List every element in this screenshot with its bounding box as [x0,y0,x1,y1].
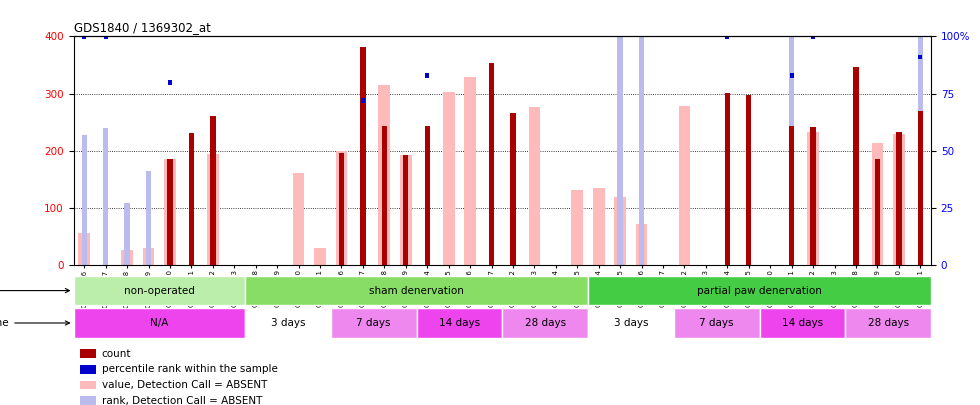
Bar [893,134,905,265]
Text: N/A: N/A [150,318,169,328]
Bar [74,309,245,338]
Bar [502,309,588,338]
Bar [207,154,219,265]
Bar [845,309,931,338]
Bar [617,14,623,265]
Text: non-operated: non-operated [123,286,195,296]
Bar [511,113,515,265]
Bar [81,135,87,265]
Text: percentile rank within the sample: percentile rank within the sample [102,364,277,374]
Text: 7 days: 7 days [700,318,734,328]
Bar [810,128,815,265]
Bar [875,160,880,265]
Text: 14 days: 14 days [439,318,480,328]
Bar [747,30,751,34]
Bar [917,111,923,265]
Bar [811,34,815,39]
Bar [917,36,923,265]
Text: 3 days: 3 days [613,318,648,328]
Bar [78,232,90,265]
Bar [146,171,151,265]
Bar [425,73,429,78]
Bar [760,309,845,338]
Bar [636,224,648,265]
Text: sham denervation: sham denervation [369,286,464,296]
Bar [403,156,409,265]
Bar [588,276,931,305]
Text: protocol: protocol [0,286,70,296]
Bar [361,47,366,265]
Bar [593,188,605,265]
Text: rank, Detection Call = ABSENT: rank, Detection Call = ABSENT [102,396,263,405]
Text: 14 days: 14 days [782,318,823,328]
Bar [443,92,455,265]
Bar [245,276,588,305]
Bar [103,128,109,265]
Bar [528,107,540,265]
Bar [80,365,96,373]
Text: GDS1840 / 1369302_at: GDS1840 / 1369302_at [74,21,211,34]
Bar [104,34,108,39]
Bar [918,55,922,60]
Bar [168,160,172,265]
Bar [80,396,96,405]
Bar [80,381,96,389]
Bar [80,349,96,358]
Bar [245,309,331,338]
Bar [164,160,175,265]
Bar [808,132,819,265]
Bar [871,143,883,265]
Bar [189,27,193,32]
Text: value, Detection Call = ABSENT: value, Detection Call = ABSENT [102,380,268,390]
Bar [588,309,673,338]
Bar [416,309,502,338]
Bar [122,250,133,265]
Text: 28 days: 28 days [867,318,908,328]
Bar [896,132,902,265]
Bar [124,203,129,265]
Bar [571,190,583,265]
Text: count: count [102,349,131,358]
Bar [210,116,216,265]
Bar [674,309,760,338]
Bar [465,77,476,265]
Bar [725,34,729,39]
Bar [143,247,155,265]
Bar [315,247,326,265]
Bar [381,126,387,265]
Bar [789,18,795,265]
Text: time: time [0,318,70,328]
Bar [639,14,644,265]
Bar [854,25,858,30]
Bar [339,153,344,265]
Bar [168,80,172,85]
Text: partial paw denervation: partial paw denervation [697,286,822,296]
Bar [339,4,343,9]
Bar [378,85,390,265]
Bar [293,173,305,265]
Text: 28 days: 28 days [524,318,565,328]
Bar [330,309,416,338]
Bar [335,151,347,265]
Bar [82,34,86,39]
Bar [746,95,752,265]
Text: 3 days: 3 days [270,318,305,328]
Bar [678,106,690,265]
Bar [489,63,494,265]
Bar [400,155,412,265]
Bar [361,98,365,103]
Text: 7 days: 7 days [357,318,391,328]
Bar [854,67,858,265]
Bar [614,197,626,265]
Bar [724,92,730,265]
Bar [74,276,245,305]
Bar [189,132,194,265]
Bar [789,126,795,265]
Bar [790,73,794,78]
Bar [424,126,430,265]
